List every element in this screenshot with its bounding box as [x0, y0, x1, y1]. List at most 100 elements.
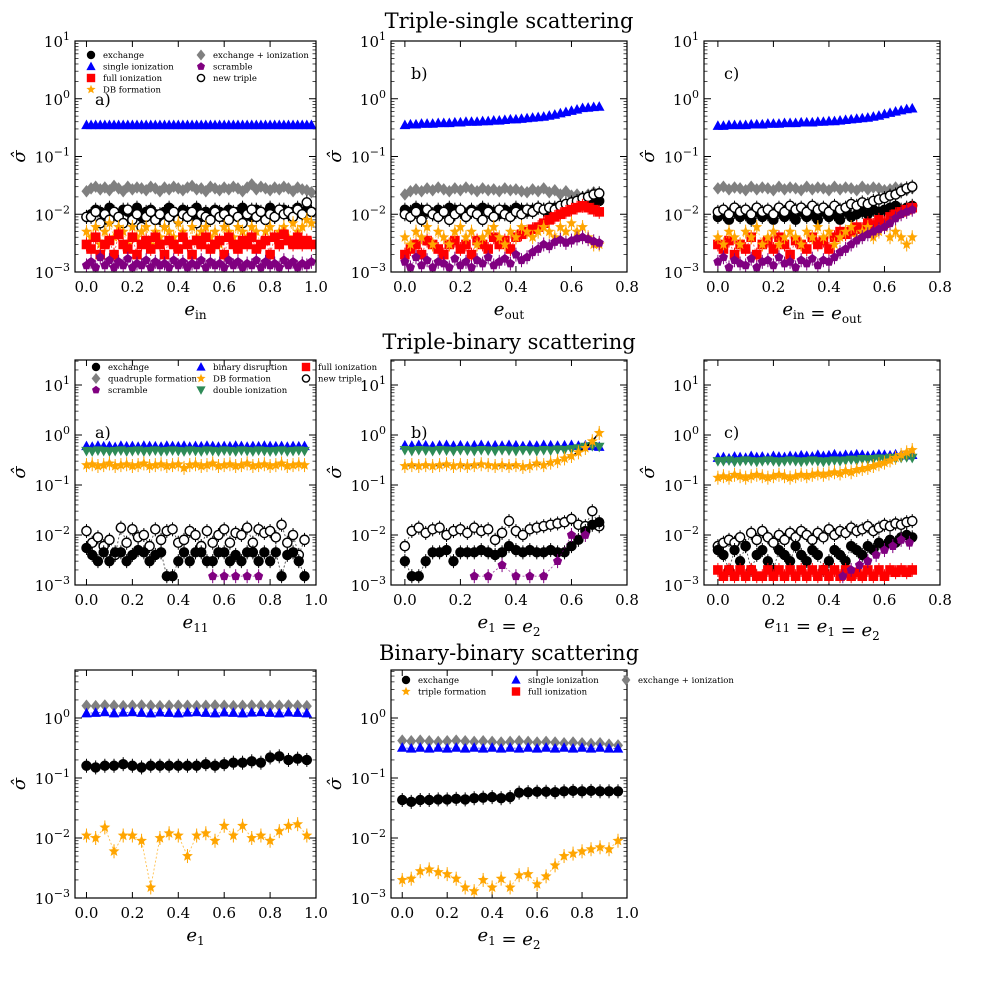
data-point: [538, 182, 549, 195]
data-point: [274, 183, 285, 196]
data-point: [895, 231, 907, 242]
data-point: [122, 244, 133, 254]
data-point: [724, 565, 734, 575]
legend-marker: [511, 687, 521, 696]
data-point: [757, 571, 768, 581]
data-point: [230, 460, 242, 471]
data-point: [513, 787, 525, 798]
data-point: [184, 459, 196, 470]
data-point: [138, 457, 150, 469]
data-point: [432, 225, 444, 237]
data-point: [751, 534, 763, 546]
data-point: [572, 202, 582, 213]
data-point: [145, 707, 157, 718]
data-point: [246, 707, 258, 717]
data-point: [178, 462, 190, 473]
data-point: [856, 463, 868, 474]
data-point: [127, 706, 138, 717]
data-point: [224, 458, 236, 469]
y-tick-label: 10−3: [664, 261, 699, 282]
y-axis-label: σ̂: [325, 777, 346, 790]
legend-label: full ionization: [528, 688, 588, 698]
series-group: [81, 119, 316, 272]
data-point: [150, 182, 161, 195]
data-point: [422, 182, 433, 195]
data-point: [292, 232, 303, 243]
data-point: [237, 820, 248, 831]
series-scramble: [81, 250, 316, 272]
data-point: [414, 865, 426, 876]
data-point: [751, 249, 762, 260]
data-point: [907, 565, 918, 575]
data-point: [454, 221, 466, 232]
data-point: [265, 184, 276, 197]
data-point: [241, 522, 253, 533]
data-point: [477, 214, 488, 226]
data-point: [834, 231, 846, 242]
data-point: [254, 571, 264, 581]
axis-ticks: 0.0 0.2 0.4 0.6 0.8 1.0 10−3 10−2 10−1 100 101: [35, 360, 328, 609]
data-point: [555, 188, 566, 201]
series-group: [399, 101, 605, 272]
data-point: [462, 446, 473, 457]
x-axis-label: e1 = e2: [477, 612, 540, 639]
legend-label: DB formation: [103, 86, 161, 96]
data-point: [163, 707, 175, 717]
data-point: [459, 794, 471, 805]
data-point: [424, 734, 435, 748]
data-point: [790, 182, 801, 195]
data-point: [201, 232, 211, 243]
data-point: [270, 531, 282, 543]
data-point: [497, 560, 507, 569]
data-point: [773, 238, 785, 250]
data-point: [301, 754, 313, 766]
data-point: [255, 706, 267, 717]
y-tick-label: 10−1: [664, 146, 699, 167]
data-point: [191, 699, 202, 713]
data-point: [218, 524, 230, 535]
data-point: [219, 699, 230, 712]
data-point: [523, 735, 534, 749]
x-tick-label: 0.4: [504, 591, 528, 609]
data-point: [235, 459, 247, 470]
data-point: [396, 742, 408, 752]
legend-marker: [511, 675, 521, 684]
data-point: [829, 232, 840, 243]
data-point: [109, 460, 121, 471]
data-point: [807, 183, 818, 196]
data-point: [603, 786, 615, 797]
data-point: [538, 459, 550, 470]
data-point: [399, 555, 411, 567]
data-point: [438, 206, 450, 218]
data-point: [432, 866, 444, 877]
data-point: [200, 707, 212, 717]
x-tick-label: 0.4: [166, 904, 190, 922]
data-point: [745, 208, 757, 220]
data-point: [555, 209, 566, 220]
data-point: [459, 742, 471, 753]
series-scramble: [838, 532, 914, 584]
legend-label: quadruple formation: [108, 375, 198, 385]
data-point: [475, 445, 487, 456]
data-point: [400, 257, 410, 266]
data-point: [276, 570, 287, 582]
data-point: [895, 449, 907, 460]
data-point: [801, 470, 813, 481]
data-point: [796, 565, 806, 575]
chart-panel-p1: 0.0 0.2 0.4 0.6 0.8 10−3 10−2 10−1 100 101 σ̂ eout b…: [325, 30, 639, 322]
data-point: [432, 742, 444, 752]
data-point: [228, 707, 239, 717]
data-point: [301, 214, 313, 225]
data-point: [524, 446, 536, 457]
data-point: [95, 252, 105, 262]
data-point: [278, 221, 290, 232]
data-point: [104, 235, 115, 246]
data-point: [237, 757, 248, 768]
data-point: [301, 197, 313, 208]
data-point: [884, 454, 896, 466]
data-point: [586, 505, 598, 517]
data-point: [904, 537, 914, 547]
data-point: [122, 204, 134, 215]
data-point: [218, 820, 230, 831]
data-point: [218, 459, 230, 470]
